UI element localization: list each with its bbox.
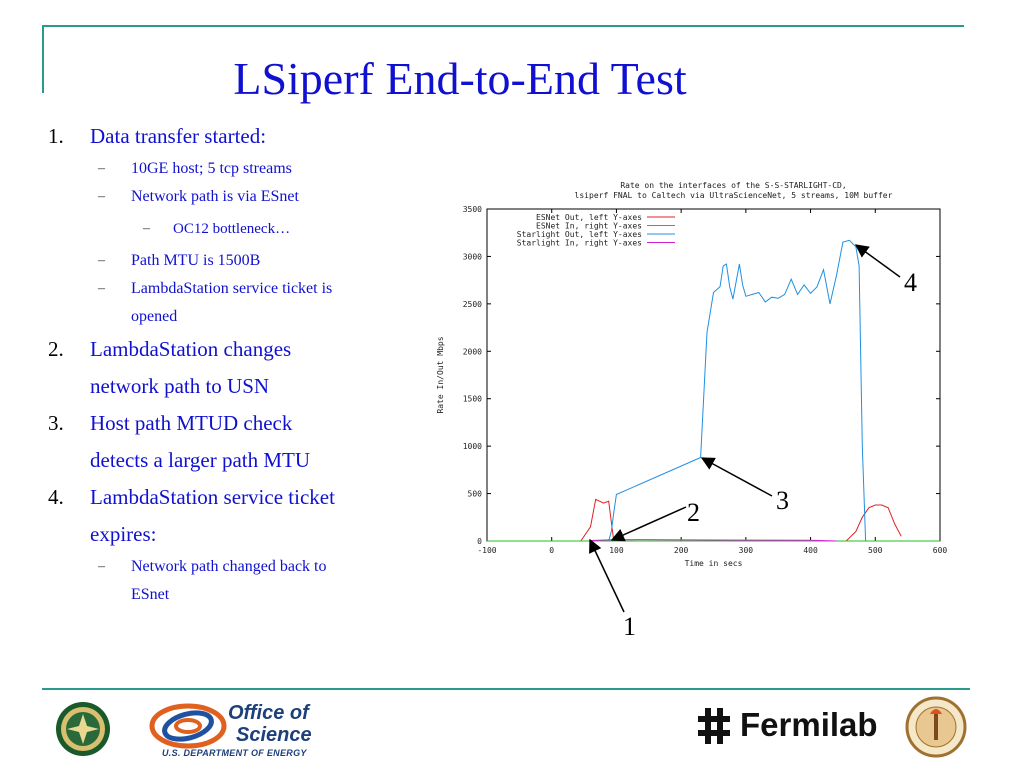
office-text-line3: U.S. DEPARTMENT OF ENERGY [162, 748, 307, 758]
bullet-text: LambdaStation service ticket is [131, 280, 333, 297]
callout-4: 4 [904, 268, 917, 297]
bullet-dash-icon: – [98, 559, 105, 574]
office-text-line1: Office of [228, 702, 309, 724]
bullet-item-15: ESnet [48, 581, 408, 609]
series-line-3 [608, 239, 867, 542]
bullet-item-2: – 10GE host; 5 tcp streams [48, 155, 408, 183]
bullet-text: 10GE host; 5 tcp streams [131, 160, 292, 177]
bullet-item-14: – Network path changed back to [48, 553, 408, 581]
bullet-text: LambdaStation service ticket [90, 485, 335, 509]
bullet-item-1: 1. Data transfer started: [48, 118, 408, 155]
bullet-list: 1. Data transfer started: – 10GE host; 5 tc… [48, 118, 408, 609]
callout-3: 3 [776, 486, 789, 515]
y-tick-label-6: 2500 [463, 300, 482, 309]
slide-title: LSiperf End-to-End Test [233, 53, 687, 104]
bullet-item-7: opened [48, 303, 408, 331]
bottom-rule [42, 688, 970, 690]
x-tick-label-4: 200 [674, 546, 689, 555]
office-text-line2: Science [236, 724, 312, 746]
bullet-dash-icon: – [98, 281, 105, 296]
y-tick-label-2: 500 [468, 490, 483, 499]
bullet-item-10: 3. Host path MTUD check [48, 405, 408, 442]
legend-label-1: ESNet Out, left Y-axes [536, 213, 642, 222]
bullet-item-4: – OC12 bottleneck… [48, 211, 408, 247]
bullet-text: OC12 bottleneck… [173, 221, 291, 237]
bullet-number: 2. [48, 337, 64, 361]
bullet-dash-icon: – [98, 161, 105, 176]
callout-1: 1 [623, 612, 636, 641]
legend-label-2: ESNet In, right Y-axes [536, 222, 642, 231]
bullet-text: opened [131, 308, 178, 325]
bullet-item-12: 4. LambdaStation service ticket [48, 479, 408, 516]
bullet-text: Network path changed back to [131, 558, 327, 575]
y-tick-label-5: 2000 [463, 347, 482, 356]
x-tick-label-6: 400 [803, 546, 818, 555]
x-tick-label-3: 100 [609, 546, 624, 555]
fermilab-logo: Fermilab [694, 704, 894, 748]
y-tick-label-1: 0 [477, 537, 482, 546]
x-tick-label-2: 0 [549, 546, 554, 555]
x-tick-label-1: -100 [477, 546, 496, 555]
x-tick-label-8: 600 [933, 546, 948, 555]
chart-title-line-1: Rate on the interfaces of the S-S-STARLI… [620, 181, 846, 190]
legend-label-3: Starlight Out, left Y-axes [517, 230, 642, 239]
bullet-item-13: expires: [48, 516, 408, 553]
series-line-1 [580, 498, 902, 542]
bullet-text: Path MTU is 1500B [131, 252, 261, 269]
x-tick-label-5: 300 [739, 546, 754, 555]
callout-2: 2 [687, 498, 700, 527]
fermilab-wordmark: Fermilab [740, 706, 878, 743]
bullet-item-5: – Path MTU is 1500B [48, 247, 408, 275]
bullet-number: 4. [48, 485, 64, 509]
caltech-seal-logo [904, 696, 968, 758]
y-tick-label-3: 1000 [463, 442, 482, 451]
bullet-text: Network path is via ESnet [131, 188, 299, 205]
x-axis-label: Time in secs [685, 559, 743, 568]
rate-chart: Rate on the interfaces of the S-S-STARLI… [430, 178, 960, 578]
bullet-item-9: network path to USN [48, 368, 408, 405]
bullet-number: 1. [48, 124, 64, 148]
bullet-item-8: 2. LambdaStation changes [48, 331, 408, 368]
y-tick-label-8: 3500 [463, 205, 482, 214]
bullet-text: Host path MTUD check [90, 411, 293, 435]
y-tick-label-4: 1500 [463, 395, 482, 404]
bullet-text: network path to USN [90, 374, 270, 398]
x-tick-label-7: 500 [868, 546, 883, 555]
bullet-dash-icon: – [98, 189, 105, 204]
bullet-dash-icon: – [98, 253, 105, 268]
bullet-text: Data transfer started: [90, 124, 267, 148]
bullet-dash-icon: – [143, 221, 150, 236]
legend-label-4: Starlight In, right Y-axes [517, 239, 642, 248]
top-rule [42, 25, 964, 27]
bullet-item-6: – LambdaStation service ticket is [48, 275, 408, 303]
bullet-item-11: detects a larger path MTU [48, 442, 408, 479]
bullet-text: detects a larger path MTU [90, 448, 311, 472]
bullet-item-3: – Network path is via ESnet [48, 183, 408, 211]
y-tick-label-7: 3000 [463, 252, 482, 261]
left-rule [42, 25, 44, 93]
plot-frame [486, 208, 941, 542]
bullet-text: ESnet [131, 586, 170, 603]
chart-title-line-2: lsiperf FNAL to Caltech via UltraScience… [575, 191, 893, 200]
bullet-text: LambdaStation changes [90, 337, 292, 361]
office-of-science-logo: Office of Science U.S. DEPARTMENT OF ENE… [148, 700, 338, 762]
bullet-number: 3. [48, 411, 64, 435]
y-axis-label: Rate In/Out Mbps [436, 336, 445, 413]
doe-seal-logo [52, 700, 114, 758]
bullet-text: expires: [90, 522, 157, 546]
rate-chart-svg: Rate on the interfaces of the S-S-STARLI… [436, 181, 948, 568]
